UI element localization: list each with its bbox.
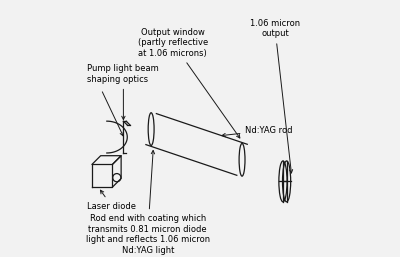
- Text: Rod end with coating which
transmits 0.81 micron diode
light and reflects 1.06 m: Rod end with coating which transmits 0.8…: [86, 150, 210, 254]
- Ellipse shape: [239, 143, 245, 176]
- Text: Pump light beam
shaping optics: Pump light beam shaping optics: [88, 64, 159, 120]
- Ellipse shape: [279, 161, 287, 202]
- Text: Laser diode: Laser diode: [88, 190, 136, 211]
- Text: Nd:YAG rod: Nd:YAG rod: [222, 126, 293, 137]
- Text: Output window
(partly reflective
at 1.06 microns): Output window (partly reflective at 1.06…: [138, 28, 240, 138]
- Ellipse shape: [148, 113, 154, 145]
- Text: 1.06 micron
output: 1.06 micron output: [250, 19, 300, 173]
